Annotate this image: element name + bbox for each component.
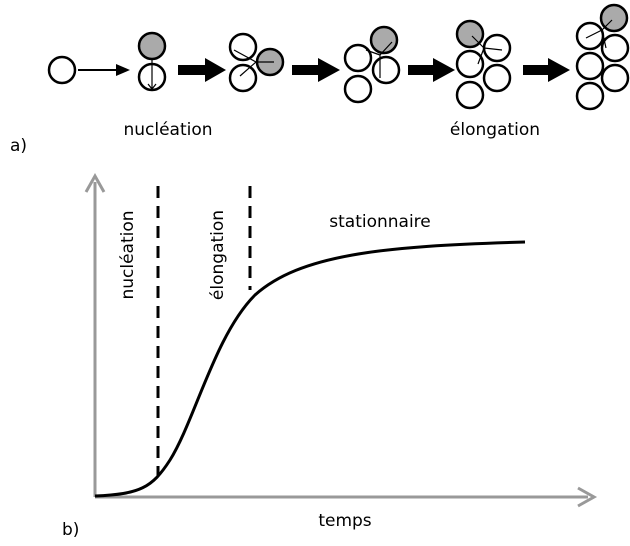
x-axis-label: temps xyxy=(318,511,371,531)
figure: a) nucléation élongation nucléation élon… xyxy=(0,0,630,546)
phase-label: stationnaire xyxy=(329,212,431,232)
panel-label: b) xyxy=(62,520,79,540)
aggregation-scheme xyxy=(49,5,628,109)
phase-label: nucléation xyxy=(123,120,212,140)
panel-label: a) xyxy=(10,136,27,156)
phase-dividers xyxy=(158,186,250,476)
phase-label: nucléation xyxy=(118,210,138,299)
phase-label: élongation xyxy=(208,210,228,300)
phase-label: élongation xyxy=(450,120,540,140)
